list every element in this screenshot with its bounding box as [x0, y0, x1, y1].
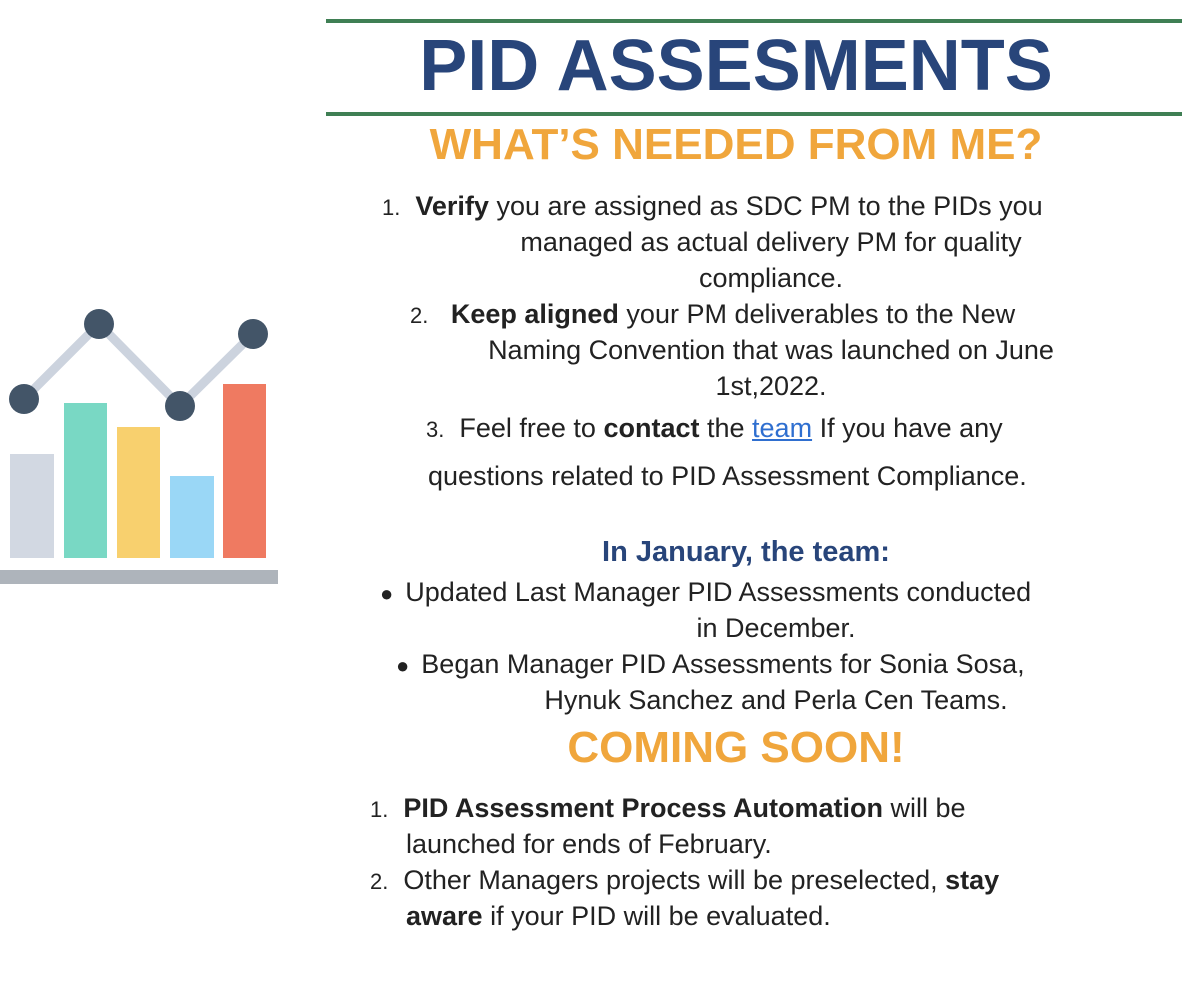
list-number: 2. [370, 869, 389, 894]
section-heading-coming-soon: COMING SOON! [567, 723, 905, 772]
needed-item-3: 3. Feel free to contact the team If you … [426, 410, 1003, 448]
item-text: your PM deliverables to the New [618, 299, 1016, 329]
needed-item-2-line-2: Naming Convention that was launched on J… [488, 335, 1054, 365]
item-text: Feel free to [459, 413, 604, 443]
chart-dot-2 [84, 309, 114, 339]
title-top-rule [326, 19, 1182, 23]
needed-item-1: 1. Verify you are assigned as SDC PM to … [382, 188, 1043, 226]
chart-dot-1 [9, 384, 39, 414]
bar-line-chart-icon [0, 309, 278, 584]
page-title: PID ASSESMENTS [419, 26, 1053, 106]
item-emphasis: PID Assessment Process Automation [403, 793, 884, 823]
needed-item-1-line-3: compliance. [698, 263, 844, 293]
bullet-text: Updated Last Manager PID Assessments con… [405, 577, 1032, 607]
item-text: you are assigned as SDC PM to the PIDs y… [488, 191, 1043, 221]
bullet-text: Began Manager PID Assessments for Sonia … [421, 649, 1025, 679]
needed-item-3-line-2: questions related to PID Assessment Comp… [428, 461, 1027, 491]
january-bullet-2-line-2: Hynuk Sanchez and Perla Cen Teams. [544, 685, 1008, 715]
item-text: if your PID will be evaluated. [482, 901, 831, 931]
bullet-dot: ● [380, 581, 394, 606]
chart-dot-3 [165, 391, 195, 421]
january-bullet-1: ● Updated Last Manager PID Assessments co… [380, 574, 1031, 612]
chart-bar-1 [10, 454, 54, 558]
item-text: If you have any [812, 413, 1003, 443]
needed-item-2-line-3: 1st,2022. [715, 371, 827, 401]
coming-item-2-line-2: aware if your PID will be evaluated. [406, 898, 831, 934]
needed-item-1-line-2: managed as actual delivery PM for qualit… [520, 227, 1022, 257]
january-bullet-1-line-2: in December. [696, 613, 856, 643]
list-number: 2. [410, 303, 429, 328]
chart-trend-line [20, 319, 257, 411]
title-bottom-rule [326, 112, 1182, 116]
item-text: the [699, 413, 753, 443]
january-heading: In January, the team: [602, 536, 890, 568]
section-heading-needed: WHAT’S NEEDED FROM ME? [429, 120, 1043, 169]
item-text: will be [883, 793, 966, 823]
needed-item-2: 2. Keep aligned your PM deliverables to … [410, 296, 1015, 334]
coming-item-1-line-2: launched for ends of February. [406, 829, 772, 859]
team-link[interactable]: team [752, 413, 813, 443]
bullet-dot: ● [396, 653, 410, 678]
chart-baseline [0, 570, 278, 584]
january-bullet-2: ● Began Manager PID Assessments for Sonia… [396, 646, 1025, 684]
coming-item-1: 1. PID Assessment Process Automation wil… [370, 790, 966, 828]
item-emphasis: Verify [415, 191, 489, 221]
item-emphasis: stay [945, 865, 1000, 895]
chart-bar-3 [117, 427, 160, 558]
item-emphasis: aware [406, 901, 483, 931]
chart-dot-4 [238, 319, 268, 349]
item-text: Other Managers projects will be preselec… [403, 865, 946, 895]
item-emphasis: Keep aligned [450, 299, 619, 329]
list-number: 1. [370, 797, 389, 822]
item-emphasis: contact [603, 413, 700, 443]
chart-bar-5 [223, 384, 266, 558]
coming-item-2: 2. Other Managers projects will be prese… [370, 862, 999, 900]
list-number: 1. [382, 195, 401, 220]
list-number: 3. [426, 417, 445, 442]
chart-bar-2 [64, 403, 107, 558]
chart-bar-4 [170, 476, 214, 558]
